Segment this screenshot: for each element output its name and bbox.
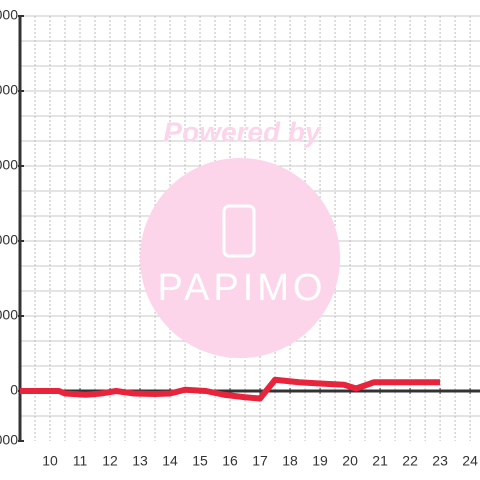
y-tick-label: 150,000	[0, 7, 18, 23]
x-tick-label: 21	[372, 453, 388, 469]
y-tick-label: 60,000	[0, 232, 18, 248]
x-tick-label: 17	[252, 453, 268, 469]
x-tick-label: 22	[402, 453, 418, 469]
watermark-brand: PAPIMO	[158, 267, 327, 309]
watermark-phone	[222, 204, 256, 258]
y-tick-label: 90,000	[0, 157, 18, 173]
y-tick-label: 0	[10, 382, 18, 398]
y-tick-label: -20,000	[0, 432, 18, 448]
watermark-circle	[140, 158, 340, 358]
data-line	[20, 376, 441, 402]
x-tick-label: 13	[132, 453, 148, 469]
x-tick-label: 23	[432, 453, 448, 469]
x-tick-label: 20	[342, 453, 358, 469]
y-tick-label: 30,000	[0, 307, 18, 323]
x-tick-label: 18	[282, 453, 298, 469]
watermark-top: Powered by	[163, 116, 322, 147]
x-tick-label: 11	[73, 453, 88, 469]
x-tick-label: 16	[222, 453, 238, 469]
x-tick-label: 10	[42, 453, 58, 469]
x-tick-label: 15	[192, 453, 208, 469]
x-tick-label: 24	[462, 453, 478, 469]
x-tick-label: 19	[312, 453, 328, 469]
y-tick-label: 120,000	[0, 82, 18, 98]
watermark: Powered by PAPIMO	[140, 116, 340, 358]
x-tick-label: 14	[162, 453, 178, 469]
x-tick-label: 12	[102, 453, 118, 469]
